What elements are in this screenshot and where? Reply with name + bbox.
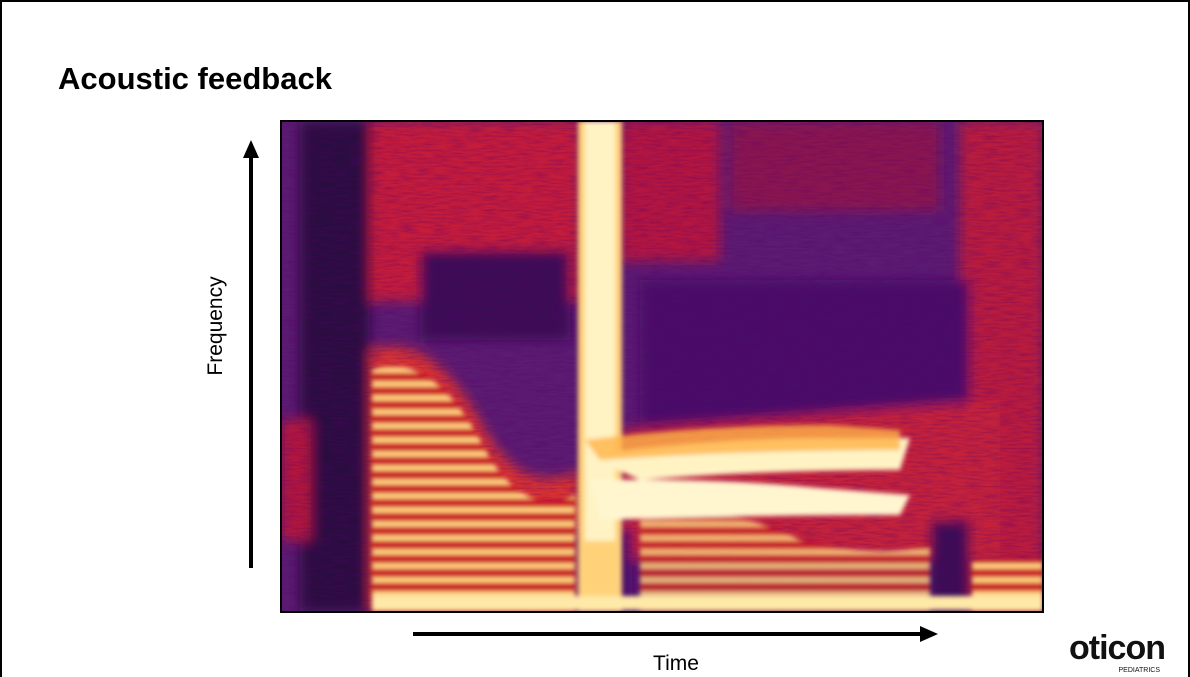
x-axis-label: Time	[653, 652, 699, 675]
frequency-arrowhead	[243, 140, 259, 158]
logo: oticon	[1069, 629, 1165, 667]
spectrogram-frame	[280, 120, 1044, 613]
y-axis-label: Frequency	[204, 276, 227, 376]
time-arrowhead	[920, 626, 938, 642]
slide-title: Acoustic feedback	[58, 61, 333, 96]
spectrogram	[281, 121, 1043, 612]
logo-subtitle: PEDIATRICS	[1119, 667, 1161, 674]
